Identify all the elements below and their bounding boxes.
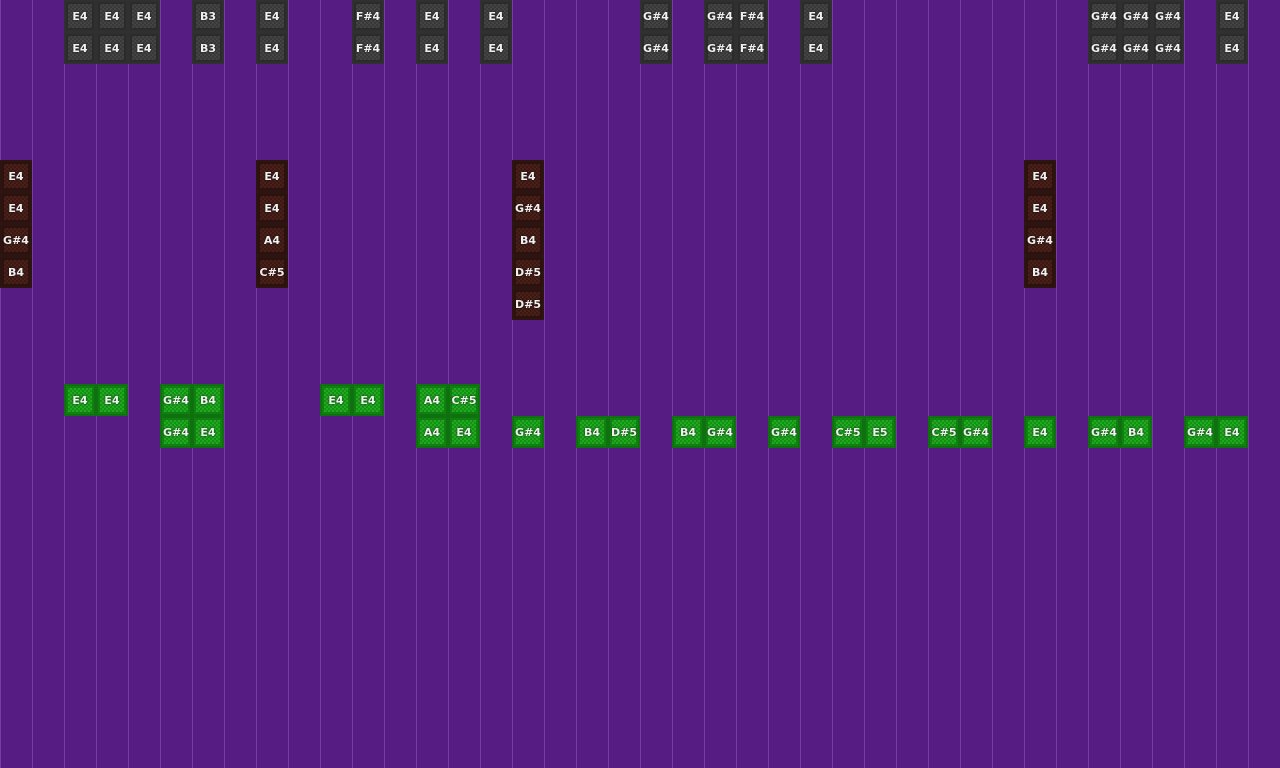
gray-note-tile[interactable]: G#4 [1120,0,1152,32]
gray-note-tile[interactable]: E4 [96,0,128,32]
gray-note-tile[interactable]: E4 [416,0,448,32]
green-note-tile[interactable]: E4 [448,416,480,448]
gray-note-tile[interactable]: G#4 [1152,0,1184,32]
gray-note-tile[interactable]: E4 [96,32,128,64]
red-note-tile[interactable]: B4 [512,224,544,256]
gray-note-tile[interactable]: B3 [192,32,224,64]
gray-note-tile[interactable]: E4 [256,0,288,32]
red-note-tile[interactable]: G#4 [1024,224,1056,256]
gray-note-tile[interactable]: B3 [192,0,224,32]
green-note-tile[interactable]: E4 [192,416,224,448]
green-note-tile[interactable]: G#4 [160,416,192,448]
gray-note-tile[interactable]: G#4 [640,32,672,64]
red-note-tile[interactable]: A4 [256,224,288,256]
gray-note-tile[interactable]: E4 [128,32,160,64]
green-note-tile[interactable]: A4 [416,384,448,416]
gray-note-tile[interactable]: E4 [800,32,832,64]
gray-note-tile[interactable]: E4 [128,0,160,32]
red-note-tile[interactable]: E4 [512,160,544,192]
green-note-tile[interactable]: C#5 [448,384,480,416]
gray-note-tile[interactable]: G#4 [704,32,736,64]
green-note-tile[interactable]: G#4 [1088,416,1120,448]
gray-note-tile[interactable]: G#4 [1120,32,1152,64]
gray-note-tile[interactable]: F#4 [352,32,384,64]
green-note-tile[interactable]: G#4 [704,416,736,448]
gray-note-tile[interactable]: E4 [64,0,96,32]
red-note-tile[interactable]: E4 [0,160,32,192]
red-note-tile[interactable]: D#5 [512,288,544,320]
green-note-tile[interactable]: E4 [1216,416,1248,448]
green-note-tile[interactable]: B4 [672,416,704,448]
green-note-tile[interactable]: B4 [192,384,224,416]
green-note-tile[interactable]: G#4 [160,384,192,416]
green-note-tile[interactable]: G#4 [512,416,544,448]
gray-note-tile[interactable]: G#4 [1088,32,1120,64]
green-note-tile[interactable]: G#4 [1184,416,1216,448]
green-note-tile[interactable]: G#4 [768,416,800,448]
green-note-tile[interactable]: D#5 [608,416,640,448]
green-note-tile[interactable]: E5 [864,416,896,448]
gray-note-tile[interactable]: E4 [800,0,832,32]
red-note-tile[interactable]: B4 [0,256,32,288]
gray-note-tile[interactable]: G#4 [1152,32,1184,64]
red-note-tile[interactable]: E4 [1024,160,1056,192]
green-note-tile[interactable]: E4 [352,384,384,416]
gray-note-tile[interactable]: E4 [256,32,288,64]
gray-note-tile[interactable]: G#4 [704,0,736,32]
red-note-tile[interactable]: E4 [256,192,288,224]
red-note-tile[interactable]: G#4 [0,224,32,256]
green-note-tile[interactable]: E4 [320,384,352,416]
gray-note-tile[interactable]: E4 [416,32,448,64]
gray-note-tile[interactable]: E4 [1216,32,1248,64]
gray-note-tile[interactable]: E4 [480,32,512,64]
gray-note-tile[interactable]: F#4 [736,0,768,32]
gray-note-tile[interactable]: F#4 [736,32,768,64]
red-note-tile[interactable]: E4 [0,192,32,224]
red-note-tile[interactable]: E4 [1024,192,1056,224]
green-note-tile[interactable]: B4 [576,416,608,448]
gray-note-tile[interactable]: E4 [64,32,96,64]
red-note-tile[interactable]: G#4 [512,192,544,224]
red-note-tile[interactable]: D#5 [512,256,544,288]
green-note-tile[interactable]: E4 [64,384,96,416]
green-note-tile[interactable]: E4 [96,384,128,416]
red-note-tile[interactable]: E4 [256,160,288,192]
green-note-tile[interactable]: G#4 [960,416,992,448]
gray-note-tile[interactable]: E4 [1216,0,1248,32]
green-note-tile[interactable]: E4 [1024,416,1056,448]
red-note-tile[interactable]: B4 [1024,256,1056,288]
green-note-tile[interactable]: A4 [416,416,448,448]
green-note-tile[interactable]: B4 [1120,416,1152,448]
gray-note-tile[interactable]: G#4 [640,0,672,32]
gray-note-tile[interactable]: E4 [480,0,512,32]
gray-note-tile[interactable]: F#4 [352,0,384,32]
green-note-tile[interactable]: C#5 [928,416,960,448]
red-note-tile[interactable]: C#5 [256,256,288,288]
gray-note-tile[interactable]: G#4 [1088,0,1120,32]
green-note-tile[interactable]: C#5 [832,416,864,448]
